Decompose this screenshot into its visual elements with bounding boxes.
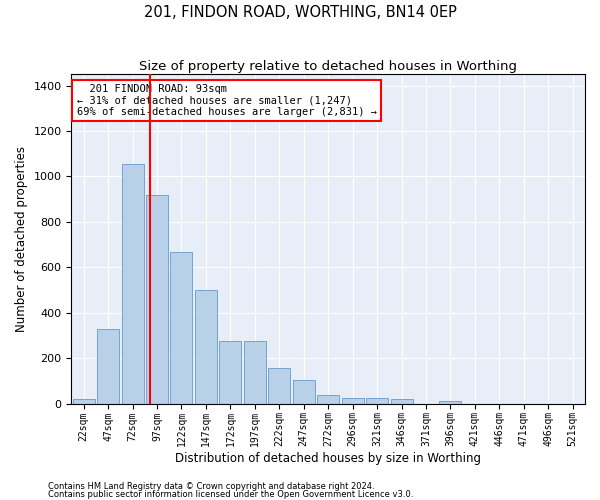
Text: 201 FINDON ROAD: 93sqm
← 31% of detached houses are smaller (1,247)
69% of semi-: 201 FINDON ROAD: 93sqm ← 31% of detached… <box>77 84 377 117</box>
Bar <box>73 399 95 404</box>
Bar <box>439 401 461 404</box>
Bar <box>97 328 119 404</box>
Bar <box>195 290 217 404</box>
Y-axis label: Number of detached properties: Number of detached properties <box>15 146 28 332</box>
Bar <box>391 400 413 404</box>
Title: Size of property relative to detached houses in Worthing: Size of property relative to detached ho… <box>139 60 517 73</box>
Bar <box>268 368 290 404</box>
Bar <box>293 380 315 404</box>
Text: Contains HM Land Registry data © Crown copyright and database right 2024.: Contains HM Land Registry data © Crown c… <box>48 482 374 491</box>
Bar <box>122 164 143 404</box>
Bar <box>220 341 241 404</box>
Text: 201, FINDON ROAD, WORTHING, BN14 0EP: 201, FINDON ROAD, WORTHING, BN14 0EP <box>143 5 457 20</box>
Bar <box>146 194 168 404</box>
Bar <box>170 252 193 404</box>
Bar <box>366 398 388 404</box>
X-axis label: Distribution of detached houses by size in Worthing: Distribution of detached houses by size … <box>175 452 481 465</box>
Bar <box>341 398 364 404</box>
Bar <box>317 395 339 404</box>
Bar <box>244 341 266 404</box>
Text: Contains public sector information licensed under the Open Government Licence v3: Contains public sector information licen… <box>48 490 413 499</box>
